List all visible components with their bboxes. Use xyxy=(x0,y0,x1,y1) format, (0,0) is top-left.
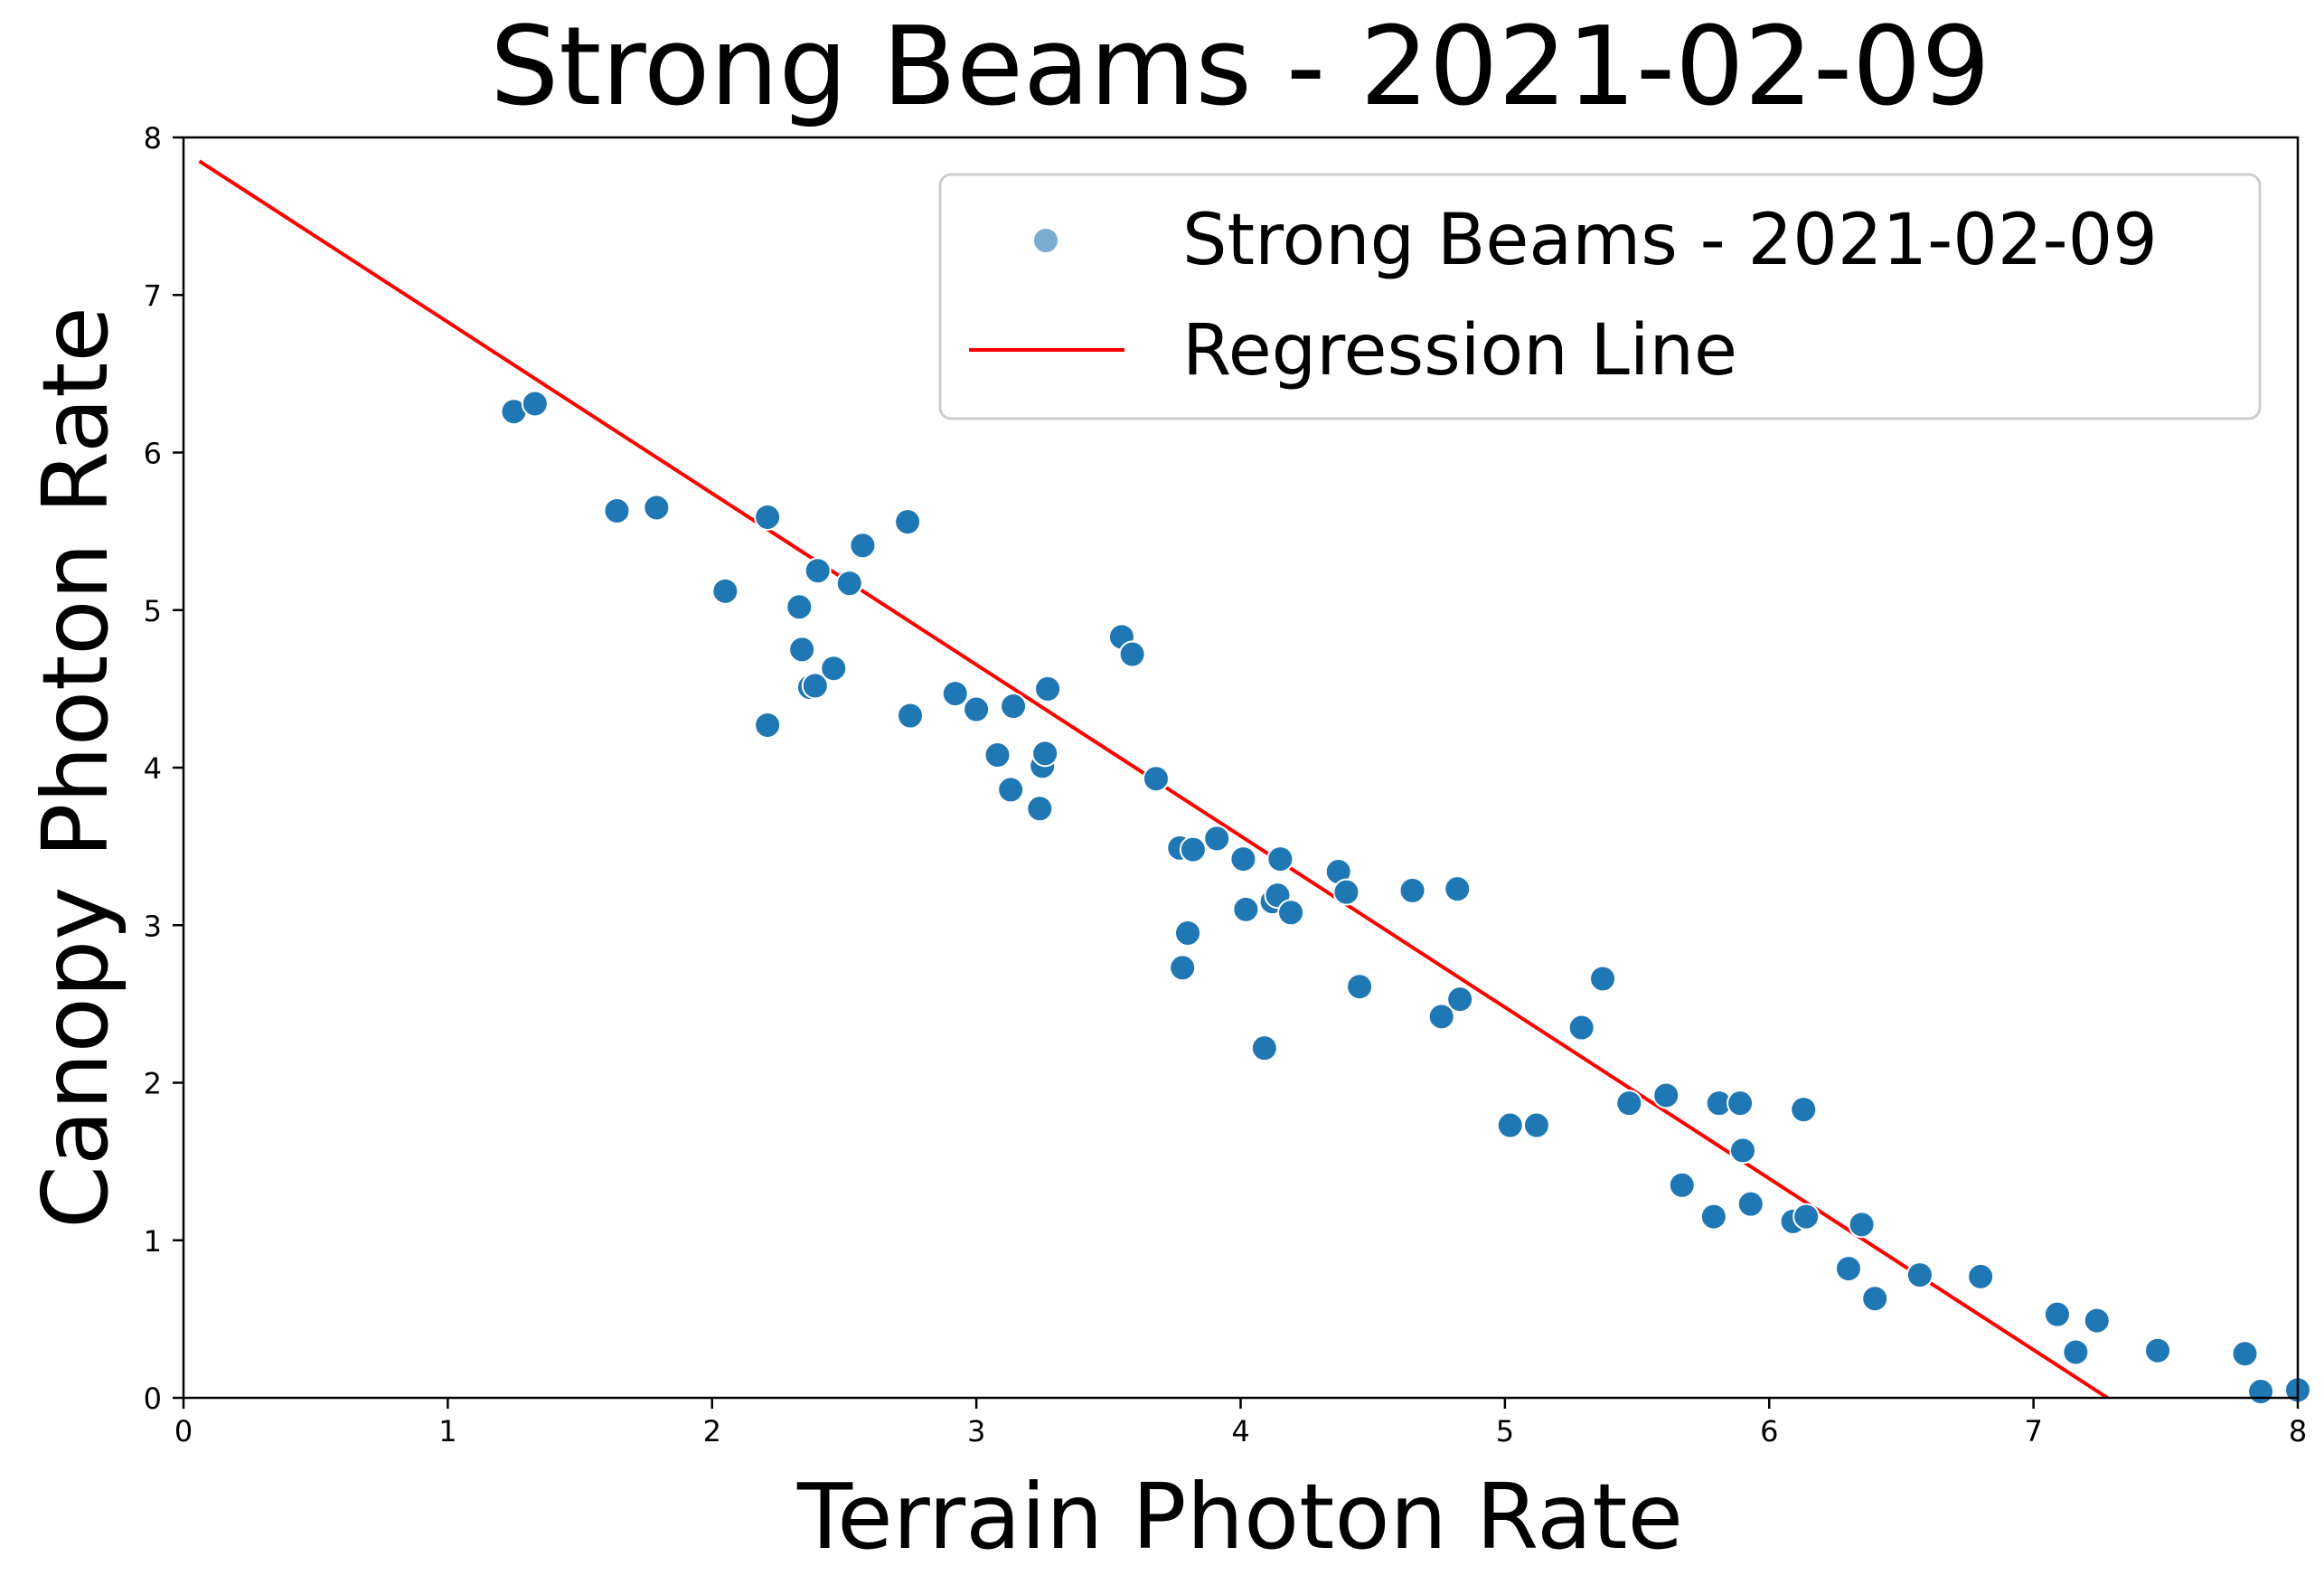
data-point xyxy=(849,532,877,560)
data-point xyxy=(788,636,816,664)
legend: Strong Beams - 2021-02-09 Regression Lin… xyxy=(938,173,2262,420)
x-tick-label: 5 xyxy=(1496,1414,1514,1448)
data-point xyxy=(1427,1003,1455,1031)
x-tick-label: 6 xyxy=(1760,1414,1778,1448)
x-axis: 0 1 2 3 4 5 6 7 8 xyxy=(174,1398,2307,1448)
data-point xyxy=(1699,1203,1727,1231)
data-point xyxy=(1346,973,1374,1001)
data-point xyxy=(2144,1336,2172,1364)
data-point xyxy=(897,702,925,730)
data-point xyxy=(603,496,631,524)
data-point xyxy=(1277,899,1305,927)
data-point xyxy=(894,508,922,536)
data-point xyxy=(2083,1307,2111,1335)
data-point xyxy=(1250,1034,1278,1062)
data-point xyxy=(1446,986,1474,1014)
data-point xyxy=(1668,1171,1696,1199)
data-point xyxy=(963,695,991,723)
data-point xyxy=(1861,1285,1889,1313)
y-axis: 0 1 2 3 4 5 6 7 8 xyxy=(144,121,183,1416)
data-point xyxy=(1967,1262,1995,1290)
data-point xyxy=(1232,895,1260,923)
data-point xyxy=(1496,1111,1524,1139)
data-point xyxy=(1000,693,1028,721)
data-point xyxy=(941,680,969,708)
data-point xyxy=(1203,825,1231,853)
y-axis-label: Canopy Photon Rate xyxy=(23,307,128,1229)
data-point xyxy=(1727,1090,1755,1118)
data-point xyxy=(1026,795,1054,823)
y-tick-label: 7 xyxy=(144,278,162,313)
data-point xyxy=(2247,1378,2275,1406)
data-point xyxy=(1398,876,1426,904)
x-tick-label: 3 xyxy=(967,1414,985,1448)
data-point xyxy=(1589,965,1617,993)
data-point xyxy=(1905,1261,1934,1289)
data-point xyxy=(1729,1137,1757,1165)
data-point xyxy=(1179,835,1207,863)
data-point xyxy=(1790,1096,1818,1124)
data-point xyxy=(2231,1340,2259,1368)
data-point xyxy=(997,776,1025,804)
data-point xyxy=(1169,954,1197,982)
y-tick-label: 0 xyxy=(144,1382,162,1416)
legend-label-regression: Regression Line xyxy=(1182,310,1737,392)
data-point xyxy=(1266,845,1294,873)
data-point xyxy=(1229,845,1257,873)
data-point xyxy=(1332,878,1360,906)
y-tick-label: 4 xyxy=(144,751,162,786)
y-tick-label: 2 xyxy=(144,1067,162,1101)
data-point xyxy=(983,741,1011,769)
data-point xyxy=(521,390,549,418)
data-point xyxy=(1834,1255,1862,1283)
data-point xyxy=(2062,1338,2090,1366)
data-point xyxy=(1174,919,1202,947)
y-tick-label: 1 xyxy=(144,1224,162,1259)
data-point xyxy=(820,655,848,683)
data-point xyxy=(1034,675,1062,703)
data-point xyxy=(804,557,832,585)
data-point xyxy=(754,711,782,739)
x-axis-label: Terrain Photon Rate xyxy=(796,1464,1683,1570)
data-point xyxy=(711,577,739,605)
y-tick-label: 3 xyxy=(144,909,162,943)
legend-label-points: Strong Beams - 2021-02-09 xyxy=(1182,200,2158,281)
x-tick-label: 7 xyxy=(2024,1414,2042,1448)
y-tick-label: 6 xyxy=(144,437,162,471)
data-point xyxy=(1522,1111,1550,1139)
data-point xyxy=(1444,875,1472,903)
data-point xyxy=(835,570,863,598)
data-point xyxy=(643,494,671,522)
data-point xyxy=(1736,1190,1764,1218)
data-point xyxy=(1615,1090,1643,1118)
data-point xyxy=(1118,640,1146,668)
data-point xyxy=(1567,1014,1595,1042)
data-point xyxy=(2043,1300,2071,1328)
y-tick-label: 5 xyxy=(144,594,162,628)
legend-frame xyxy=(938,173,2262,420)
x-tick-label: 2 xyxy=(703,1414,721,1448)
data-point xyxy=(1652,1081,1680,1109)
data-point xyxy=(1792,1203,1821,1231)
x-tick-label: 4 xyxy=(1231,1414,1249,1448)
legend-scatter-marker xyxy=(1032,227,1059,254)
data-point xyxy=(801,672,829,700)
chart-title: Strong Beams - 2021-02-09 xyxy=(490,5,1990,130)
x-tick-label: 8 xyxy=(2289,1414,2307,1448)
x-tick-label: 1 xyxy=(438,1414,456,1448)
data-point xyxy=(1031,740,1059,768)
data-point xyxy=(1142,765,1170,793)
x-tick-label: 0 xyxy=(174,1414,193,1448)
data-point xyxy=(1848,1211,1876,1239)
data-point xyxy=(754,503,782,531)
data-point xyxy=(786,593,814,621)
y-tick-label: 8 xyxy=(144,121,162,156)
